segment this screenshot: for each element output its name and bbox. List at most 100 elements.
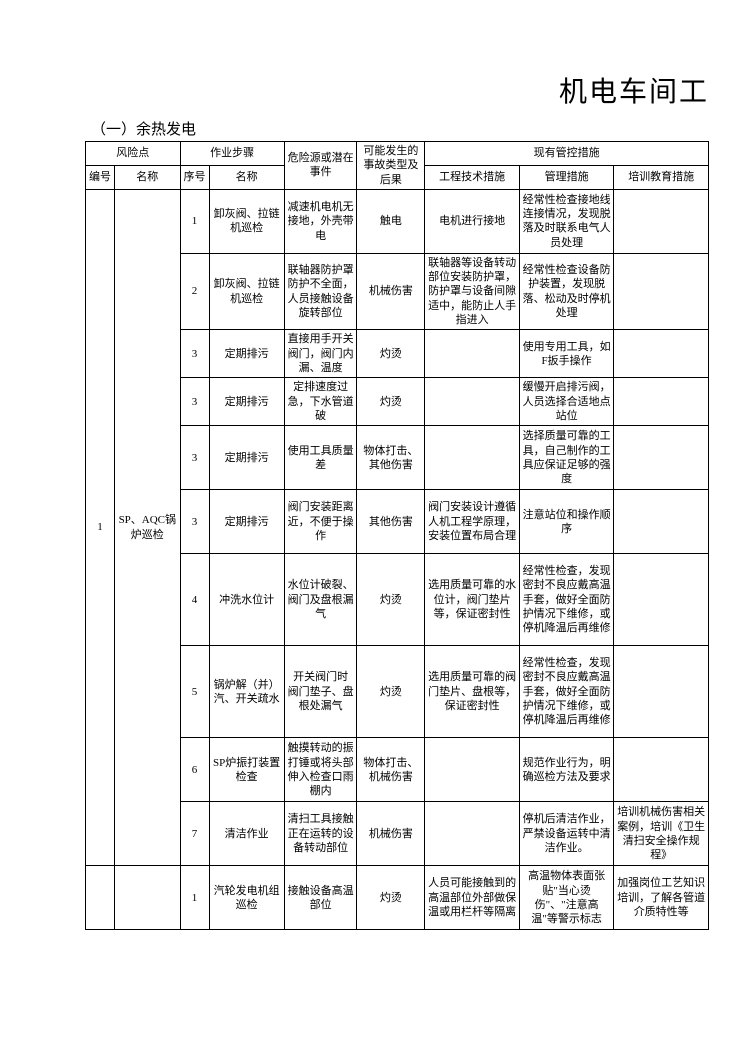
cell-edu: [614, 426, 709, 490]
cell-accident: 机械伤害: [357, 802, 425, 866]
cell-eng: 联轴器等设备转动部位安装防护罩，防护罩与设备间隙适中，能防止人手指进入: [425, 253, 520, 329]
cell-stepNo: 7: [180, 802, 209, 866]
cell-stepNo: 3: [180, 490, 209, 554]
page-title: 机电车间工: [85, 70, 709, 110]
cell-eng: [425, 378, 520, 426]
cell-hazard: 阀门安装距离近，不便于操作: [284, 490, 357, 554]
cell-edu: [614, 378, 709, 426]
cell-stepName: 冲洗水位计: [209, 554, 284, 646]
cell-stepName: 定期排污: [209, 426, 284, 490]
cell-hazard: 水位计破裂、阀门及盘根漏气: [284, 554, 357, 646]
hdr-stepname: 名称: [209, 165, 284, 189]
cell-accident: 灼烫: [357, 866, 425, 930]
cell-hazard: 使用工具质量差: [284, 426, 357, 490]
risk-table: 风险点 作业步骤 危险源或潜在事件 可能发生的事故类型及后果 现有管控措施 编号…: [85, 141, 709, 930]
hdr-stepno: 序号: [180, 165, 209, 189]
cell-edu: [614, 189, 709, 253]
cell-mgmt: 停机后清洁作业，严禁设备运转中清洁作业。: [519, 802, 614, 866]
cell-accident: 物体打击、机械伤害: [357, 738, 425, 802]
cell-stepName: 卸灰阀、拉链机巡检: [209, 189, 284, 253]
cell-mgmt: 经常性检查，发现密封不良应戴高温手套，做好全面防护情况下维修，或停机降温后再维修: [519, 554, 614, 646]
cell-riskname: [115, 866, 180, 930]
hdr-workstep: 作业步骤: [180, 142, 284, 166]
cell-stepNo: 3: [180, 426, 209, 490]
header-row-1: 风险点 作业步骤 危险源或潜在事件 可能发生的事故类型及后果 现有管控措施: [86, 142, 709, 166]
cell-stepNo: 3: [180, 378, 209, 426]
cell-stepName: 定期排污: [209, 330, 284, 378]
cell-edu: 加强岗位工艺知识培训，了解各管道介质特性等: [614, 866, 709, 930]
hdr-hazard: 危险源或潜在事件: [284, 142, 357, 190]
cell-stepNo: 3: [180, 330, 209, 378]
cell-accident: 灼烫: [357, 554, 425, 646]
cell-edu: [614, 554, 709, 646]
cell-mgmt: 规范作业行为，明确巡检方法及要求: [519, 738, 614, 802]
hdr-existing: 现有管控措施: [425, 142, 709, 166]
cell-accident: 灼烫: [357, 378, 425, 426]
cell-stepNo: 5: [180, 646, 209, 738]
cell-eng: 选用质量可靠的水位计，阀门垫片等，保证密封性: [425, 554, 520, 646]
cell-mgmt: 选择质量可靠的工具，自己制作的工具应保证足够的强度: [519, 426, 614, 490]
cell-mgmt: 注意站位和操作顺序: [519, 490, 614, 554]
hdr-mgmt: 管理措施: [519, 165, 614, 189]
cell-eng: 选用质量可靠的阀门垫片、盘根等，保证密封性: [425, 646, 520, 738]
cell-edu: 培训机械伤害相关案例，培训《卫生清扫安全操作规程》: [614, 802, 709, 866]
cell-edu: [614, 490, 709, 554]
cell-accident: 机械伤害: [357, 253, 425, 329]
cell-mgmt: 缓慢开启排污阀，人员选择合适地点站位: [519, 378, 614, 426]
hdr-idx: 编号: [86, 165, 115, 189]
cell-riskname: SP、AQC锅炉巡检: [115, 189, 180, 865]
cell-stepName: 锅炉解（并）汽、开关疏水: [209, 646, 284, 738]
hdr-riskname: 名称: [115, 165, 180, 189]
cell-eng: [425, 802, 520, 866]
cell-mgmt: 经常性检查，发现密封不良应戴高温手套，做好全面防护情况下维修，或停机降温后再维修: [519, 646, 614, 738]
cell-idx: [86, 866, 115, 930]
cell-mgmt: 使用专用工具，如F扳手操作: [519, 330, 614, 378]
cell-edu: [614, 330, 709, 378]
section-heading: （一）余热发电: [85, 118, 709, 139]
cell-hazard: 减速机电机无接地，外壳带电: [284, 189, 357, 253]
cell-hazard: 定排速度过急，下水管道破: [284, 378, 357, 426]
hdr-eng: 工程技术措施: [425, 165, 520, 189]
cell-stepNo: 1: [180, 866, 209, 930]
cell-stepNo: 1: [180, 189, 209, 253]
cell-accident: 灼烫: [357, 646, 425, 738]
table-row: 1SP、AQC锅炉巡检1卸灰阀、拉链机巡检减速机电机无接地，外壳带电触电电机进行…: [86, 189, 709, 253]
cell-stepName: 定期排污: [209, 490, 284, 554]
cell-idx: 1: [86, 189, 115, 865]
cell-hazard: 清扫工具接触正在运转的设备转动部位: [284, 802, 357, 866]
cell-eng: 阀门安装设计遵循人机工程学原理，安装位置布局合理: [425, 490, 520, 554]
cell-hazard: 接触设备高温部位: [284, 866, 357, 930]
hdr-edu: 培训教育措施: [614, 165, 709, 189]
cell-stepNo: 2: [180, 253, 209, 329]
cell-stepName: 汽轮发电机组巡检: [209, 866, 284, 930]
cell-eng: [425, 330, 520, 378]
cell-stepNo: 4: [180, 554, 209, 646]
cell-eng: 电机进行接地: [425, 189, 520, 253]
table-row: 1汽轮发电机组巡检接触设备高温部位灼烫人员可能接触到的高温部位外部做保温或用栏杆…: [86, 866, 709, 930]
cell-edu: [614, 738, 709, 802]
cell-hazard: 联轴器防护罩防护不全面，人员接触设备旋转部位: [284, 253, 357, 329]
cell-mgmt: 经常性检查设备防护装置，发现脱落、松动及时停机处理: [519, 253, 614, 329]
cell-accident: 其他伤害: [357, 490, 425, 554]
cell-eng: [425, 738, 520, 802]
cell-stepName: 卸灰阀、拉链机巡检: [209, 253, 284, 329]
cell-eng: 人员可能接触到的高温部位外部做保温或用栏杆等隔离: [425, 866, 520, 930]
cell-accident: 物体打击、其他伤害: [357, 426, 425, 490]
cell-eng: [425, 426, 520, 490]
cell-stepName: 清洁作业: [209, 802, 284, 866]
cell-mgmt: 高温物体表面张贴"当心烫伤"、"注意高温"等警示标志: [519, 866, 614, 930]
cell-accident: 触电: [357, 189, 425, 253]
hdr-accident: 可能发生的事故类型及后果: [357, 142, 425, 190]
cell-stepName: SP炉振打装置检查: [209, 738, 284, 802]
cell-mgmt: 经常性检查接地线连接情况，发现脱落及时联系电气人员处理: [519, 189, 614, 253]
cell-accident: 灼烫: [357, 330, 425, 378]
cell-edu: [614, 646, 709, 738]
table-body: 1SP、AQC锅炉巡检1卸灰阀、拉链机巡检减速机电机无接地，外壳带电触电电机进行…: [86, 189, 709, 929]
cell-edu: [614, 253, 709, 329]
cell-hazard: 直接用手开关阀门，阀门内漏、温度: [284, 330, 357, 378]
cell-hazard: 触摸转动的振打锤或将头部伸入检查口雨棚内: [284, 738, 357, 802]
hdr-riskpoint: 风险点: [86, 142, 181, 166]
cell-stepName: 定期排污: [209, 378, 284, 426]
cell-stepNo: 6: [180, 738, 209, 802]
cell-hazard: 开关阀门时 阀门垫子、盘根处漏气: [284, 646, 357, 738]
